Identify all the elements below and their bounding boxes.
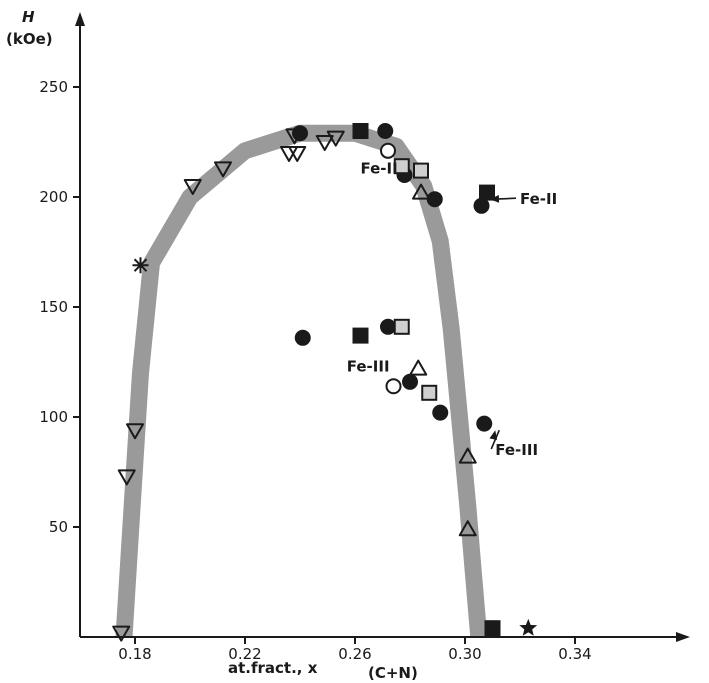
x-axis-label-subscript: (C+N) [368,664,418,682]
filled-square-point [479,184,495,201]
open-triangle-down-point [280,146,298,162]
axes [75,12,690,642]
filled-circle-point [380,318,396,335]
open-triangle-down-point [326,130,345,147]
star-point [519,618,538,636]
y-tick-label: 50 [49,518,68,536]
phase-boundary-curve [115,124,488,638]
open-circle-point [385,378,402,395]
open-triangle-down-point [315,135,334,151]
y-tick-label: 100 [39,408,68,426]
y-tick-label: 200 [39,188,68,206]
open-triangle-down-point [117,469,136,486]
annotation-arrow-head [489,195,500,203]
x-tick-label: 0.30 [448,645,481,663]
y-tick-label: 150 [39,298,68,316]
filled-circle-point [377,123,394,139]
annotation-fe3-right: Fe-III [495,441,538,459]
open-square-point [393,318,410,335]
phase-boundary-band [115,124,488,638]
filled-square-point [352,327,369,344]
x-tick-label: 0.26 [338,645,371,663]
asterisk-point [132,257,149,274]
annotation-arrow-head [489,430,498,440]
open-triangle-up-point [409,359,428,376]
open-triangle-down-point [288,146,307,162]
filled-circle-point [292,125,308,142]
filled-square-point [352,123,369,139]
y-tick-label: 250 [39,78,68,96]
filled-circle-point [473,197,490,214]
y-axis-label-unit: (kOe) [6,30,53,48]
y-axis-label-symbol: H [22,8,35,26]
annotation-fe2-right: Fe-II [520,190,557,208]
x-tick-label: 0.34 [558,645,591,663]
open-triangle-down-point [183,179,202,195]
filled-square-point [484,620,501,637]
filled-circle-point [294,329,311,346]
open-triangle-up-point [412,183,430,200]
x-tick-label: 0.18 [118,645,151,663]
filled-circle-point [432,404,449,421]
filled-circle-point [476,415,493,432]
data-points [112,123,538,642]
open-triangle-up-point [458,520,477,537]
filled-circle-point [426,191,443,208]
open-square-point [413,162,429,179]
annotations: Fe-II Fe-II Fe-III Fe-III [347,159,557,459]
tick-marks: 50 100 150 200 250 0.18 0.22 0.26 0.30 0.34 [39,78,591,663]
open-square-point [393,158,410,175]
axis-labels: H (kOe) at.fract., x (C+N) [6,8,418,682]
open-triangle-down-point [126,423,144,440]
open-triangle-up-point [458,447,477,464]
x-axis-arrow [676,632,690,642]
y-axis-arrow [75,12,85,26]
open-triangle-down-point [112,625,131,642]
open-square-point [421,384,438,401]
x-axis-label: at.fract., x [228,659,318,677]
open-circle-point [380,142,396,159]
open-triangle-down-point [214,161,232,178]
filled-circle-point [402,373,418,390]
annotation-fe3-left: Fe-III [347,357,390,375]
annotation-fe2-left: Fe-II [361,159,398,177]
x-tick-label: 0.22 [228,645,261,663]
